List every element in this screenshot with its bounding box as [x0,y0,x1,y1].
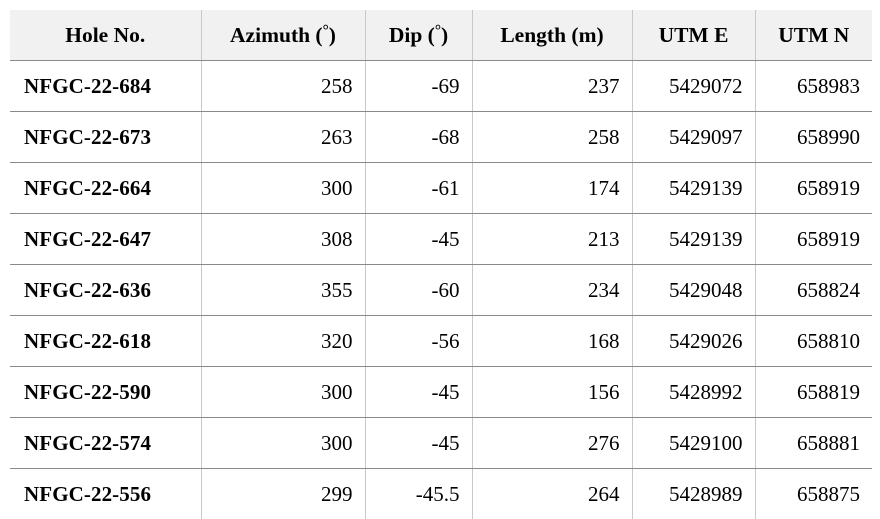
cell-azimuth: 300 [201,367,365,418]
column-header-utm-n: UTM N [755,10,872,61]
cell-utm-n: 658983 [755,61,872,112]
cell-dip: -45 [365,367,472,418]
cell-azimuth: 299 [201,469,365,519]
cell-utm-n: 658919 [755,163,872,214]
cell-utm-e: 5428989 [632,469,755,519]
drill-hole-table-container: Hole No. Azimuth (°) Dip (°) Length (m) … [10,10,872,519]
cell-hole-no: NFGC-22-664 [10,163,201,214]
cell-length: 174 [472,163,632,214]
cell-utm-n: 658824 [755,265,872,316]
cell-dip: -61 [365,163,472,214]
column-header-dip: Dip (°) [365,10,472,61]
cell-length: 234 [472,265,632,316]
cell-length: 168 [472,316,632,367]
cell-length: 258 [472,112,632,163]
cell-dip: -45 [365,418,472,469]
cell-length: 213 [472,214,632,265]
cell-azimuth: 320 [201,316,365,367]
cell-hole-no: NFGC-22-574 [10,418,201,469]
column-header-utm-e: UTM E [632,10,755,61]
cell-length: 237 [472,61,632,112]
cell-dip: -69 [365,61,472,112]
cell-dip: -56 [365,316,472,367]
cell-hole-no: NFGC-22-684 [10,61,201,112]
cell-utm-n: 658810 [755,316,872,367]
cell-utm-n: 658881 [755,418,872,469]
cell-utm-e: 5429048 [632,265,755,316]
cell-hole-no: NFGC-22-590 [10,367,201,418]
column-header-azimuth: Azimuth (°) [201,10,365,61]
cell-length: 264 [472,469,632,519]
cell-hole-no: NFGC-22-673 [10,112,201,163]
column-header-dip-label: Dip (°) [389,23,448,47]
column-header-hole-no: Hole No. [10,10,201,61]
cell-azimuth: 355 [201,265,365,316]
cell-azimuth: 300 [201,163,365,214]
cell-dip: -45 [365,214,472,265]
cell-utm-n: 658919 [755,214,872,265]
cell-utm-e: 5428992 [632,367,755,418]
drill-hole-table: Hole No. Azimuth (°) Dip (°) Length (m) … [10,10,872,519]
header-row: Hole No. Azimuth (°) Dip (°) Length (m) … [10,10,872,61]
column-header-azimuth-label: Azimuth (°) [230,23,336,47]
cell-dip: -68 [365,112,472,163]
cell-hole-no: NFGC-22-647 [10,214,201,265]
cell-hole-no: NFGC-22-636 [10,265,201,316]
cell-utm-e: 5429026 [632,316,755,367]
cell-dip: -60 [365,265,472,316]
cell-azimuth: 258 [201,61,365,112]
cell-hole-no: NFGC-22-556 [10,469,201,519]
cell-utm-e: 5429100 [632,418,755,469]
table-header: Hole No. Azimuth (°) Dip (°) Length (m) … [10,10,872,61]
cell-dip: -45.5 [365,469,472,519]
cell-length: 156 [472,367,632,418]
cell-utm-e: 5429072 [632,61,755,112]
cell-azimuth: 263 [201,112,365,163]
column-header-length: Length (m) [472,10,632,61]
cell-utm-n: 658819 [755,367,872,418]
cell-hole-no: NFGC-22-618 [10,316,201,367]
cell-azimuth: 308 [201,214,365,265]
cell-utm-n: 658990 [755,112,872,163]
cell-utm-e: 5429139 [632,163,755,214]
cell-utm-e: 5429139 [632,214,755,265]
cell-azimuth: 300 [201,418,365,469]
cell-length: 276 [472,418,632,469]
cell-utm-e: 5429097 [632,112,755,163]
cell-utm-n: 658875 [755,469,872,519]
